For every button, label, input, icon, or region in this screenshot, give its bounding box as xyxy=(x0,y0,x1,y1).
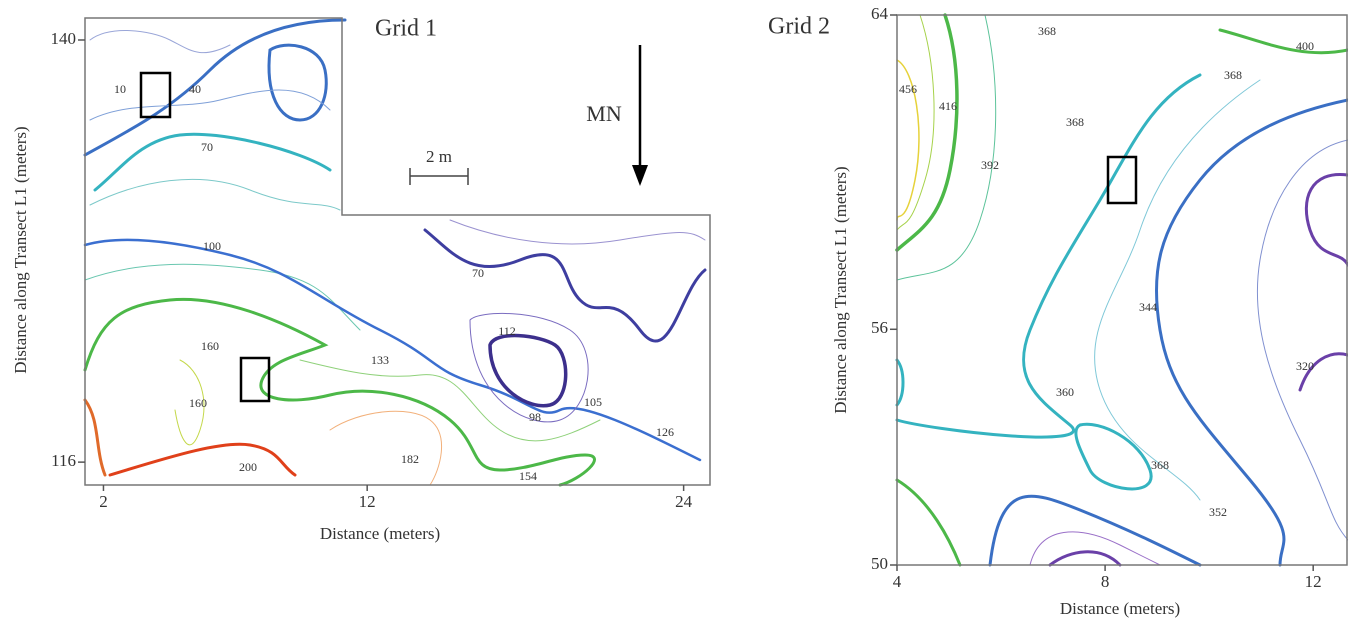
contour-line xyxy=(1256,139,1348,541)
contour-label: 368 xyxy=(1151,458,1169,472)
north-label: MN xyxy=(586,101,622,126)
contour-label: 392 xyxy=(981,158,999,172)
scale-bar xyxy=(409,168,469,185)
contour-label: 200 xyxy=(239,460,257,474)
contour-line xyxy=(896,14,935,231)
contour-line xyxy=(174,359,205,446)
contour-label: 98 xyxy=(529,410,541,424)
contour-label: 112 xyxy=(498,324,516,338)
contour-line xyxy=(488,333,568,408)
scale-label: 2 m xyxy=(426,147,452,166)
sample-unit xyxy=(239,356,271,403)
contour-label: 400 xyxy=(1296,39,1314,53)
contour-label: 360 xyxy=(1056,385,1074,399)
contour-line xyxy=(1094,79,1261,501)
y-tick-label: 56 xyxy=(871,318,888,337)
contour-label: 105 xyxy=(584,395,602,409)
contour-label: 160 xyxy=(189,396,207,410)
contour-label: 456 xyxy=(899,82,917,96)
contour-line xyxy=(895,13,959,252)
sample-unit xyxy=(1106,155,1138,205)
contour-label: 368 xyxy=(1066,115,1084,129)
contour-line xyxy=(89,178,341,211)
contour-line xyxy=(329,410,443,486)
contour-line xyxy=(299,359,601,442)
contour-label: 10 xyxy=(114,82,126,96)
contour-line xyxy=(1304,172,1348,267)
contour-label: 368 xyxy=(1038,24,1056,38)
contour-label: 416 xyxy=(939,99,957,113)
grid2-contours xyxy=(895,13,1348,567)
contour-line xyxy=(469,313,589,423)
contour-line xyxy=(988,494,1202,567)
panel-title: Grid 2 xyxy=(768,14,830,40)
contour-label: 100 xyxy=(203,239,221,253)
contour-line xyxy=(1218,28,1348,55)
y-tick-label: 116 xyxy=(51,451,76,470)
x-tick-label: 24 xyxy=(675,492,693,511)
y-tick-label: 50 xyxy=(871,554,888,573)
contour-label: 154 xyxy=(519,469,537,483)
x-tick-label: 4 xyxy=(893,572,902,591)
contour-label: 70 xyxy=(472,266,484,280)
plot-frame xyxy=(84,17,711,486)
y-tick-label: 64 xyxy=(871,4,889,23)
contour-label: 352 xyxy=(1209,505,1227,519)
y-tick-label: 140 xyxy=(51,29,77,48)
contour-label: 160 xyxy=(201,339,219,353)
contour-line xyxy=(1298,352,1348,392)
contour-label: 70 xyxy=(201,140,213,154)
contour-line xyxy=(83,18,347,157)
plot-frame xyxy=(896,14,1348,566)
contour-line xyxy=(895,73,1202,439)
contour-line xyxy=(93,132,332,192)
x-axis-label: Distance (meters) xyxy=(1060,599,1180,618)
contour-line xyxy=(895,478,962,567)
contour-line xyxy=(84,263,361,331)
sample-units xyxy=(139,71,1138,403)
contour-label: 368 xyxy=(1224,68,1242,82)
contour-line xyxy=(423,228,707,343)
panel-title: Grid 1 xyxy=(375,16,437,42)
contour-label: 182 xyxy=(401,452,419,466)
contour-line xyxy=(896,59,920,221)
arrow-head xyxy=(632,165,648,186)
grid1-contours xyxy=(83,18,707,487)
x-axis-label: Distance (meters) xyxy=(320,524,440,543)
x-tick-label: 12 xyxy=(1305,572,1322,591)
contour-line xyxy=(89,30,231,54)
contour-line xyxy=(896,14,997,281)
y-axis-label: Distance along Transect L1 (meters) xyxy=(831,166,850,413)
contour-line xyxy=(89,89,331,121)
contour-label: 320 xyxy=(1296,359,1314,373)
contour-line xyxy=(83,398,107,477)
contour-line xyxy=(1154,98,1348,567)
contour-line xyxy=(1074,422,1153,491)
contour-line xyxy=(108,442,297,477)
y-axis-label: Distance along Transect L1 (meters) xyxy=(11,126,30,373)
x-tick-label: 8 xyxy=(1101,572,1110,591)
contour-label: 133 xyxy=(371,353,389,367)
contour-line xyxy=(895,358,905,407)
sample-unit xyxy=(139,71,172,119)
contour-label: 344 xyxy=(1139,300,1157,314)
contour-label: 126 xyxy=(656,425,674,439)
contour-line xyxy=(83,297,596,487)
contour-line xyxy=(1048,550,1122,567)
x-tick-label: 12 xyxy=(359,492,376,511)
x-tick-label: 2 xyxy=(99,492,108,511)
contour-label: 40 xyxy=(189,82,201,96)
contour-line xyxy=(449,219,706,245)
contour-line xyxy=(83,238,702,462)
contour-line xyxy=(267,43,328,122)
contour-line xyxy=(1029,531,1161,566)
north-arrow xyxy=(632,45,648,186)
